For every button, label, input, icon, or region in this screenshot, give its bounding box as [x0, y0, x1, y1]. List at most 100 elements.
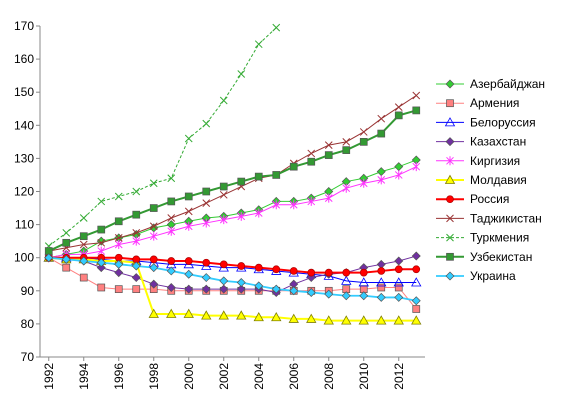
data-point: [166, 266, 176, 276]
data-point: [341, 291, 351, 301]
x-tick-label: 1994: [77, 363, 91, 390]
data-point: [184, 192, 193, 201]
data-point: [114, 259, 124, 269]
data-point: [62, 229, 71, 237]
data-point: [97, 225, 106, 234]
data-point: [324, 193, 333, 203]
data-point: [411, 251, 421, 261]
x-tick-label: 2002: [217, 363, 231, 390]
data-point: [289, 200, 298, 210]
data-point: [412, 91, 421, 100]
data-point: [201, 310, 212, 320]
data-point: [97, 283, 106, 292]
data-point: [149, 204, 158, 212]
data-point: [183, 308, 194, 318]
data-point: [412, 106, 421, 115]
data-point: [376, 277, 387, 287]
data-point: [79, 214, 88, 222]
data-point: [359, 128, 368, 136]
data-point: [201, 284, 211, 294]
data-point: [289, 267, 298, 275]
data-point: [394, 265, 403, 274]
data-point: [184, 284, 194, 294]
data-point: [324, 289, 334, 299]
data-point: [412, 305, 421, 313]
x-tick-label: 1992: [42, 363, 56, 390]
data-point: [271, 311, 282, 322]
data-point: [272, 171, 281, 179]
data-point: [96, 258, 106, 268]
data-point: [62, 263, 71, 272]
x-tick-label: 2000: [182, 363, 196, 390]
data-point: [149, 263, 159, 273]
data-point: [114, 217, 123, 226]
data-point: [237, 262, 246, 270]
legend-marker: [446, 195, 454, 204]
data-point: [131, 261, 141, 271]
data-point: [184, 257, 193, 265]
data-point: [254, 172, 263, 181]
data-point: [132, 236, 141, 246]
data-point: [394, 170, 403, 180]
data-point: [79, 232, 88, 241]
data-point: [359, 291, 369, 301]
data-point: [272, 200, 281, 210]
data-point: [288, 313, 299, 323]
data-point: [394, 111, 403, 120]
data-point: [342, 183, 351, 193]
data-point: [79, 256, 89, 266]
data-point: [254, 208, 263, 218]
y-tick-label: 80: [21, 317, 35, 331]
data-point: [376, 292, 386, 302]
data-point: [376, 167, 386, 177]
y-tick-label: 140: [14, 118, 34, 132]
data-point: [237, 177, 246, 186]
data-point: [202, 199, 211, 207]
data-point: [219, 190, 228, 199]
data-point: [358, 315, 369, 325]
data-point: [394, 256, 404, 266]
data-point: [97, 238, 106, 247]
data-point: [236, 284, 246, 294]
data-point: [341, 275, 352, 285]
x-tick-label: 2004: [252, 363, 266, 390]
y-tick-label: 160: [14, 52, 34, 66]
y-tick-label: 100: [14, 251, 34, 265]
data-point: [358, 277, 369, 287]
y-tick-label: 90: [21, 284, 35, 298]
x-tick-label: 2008: [322, 363, 336, 390]
legend-marker: [446, 214, 454, 223]
data-point: [149, 179, 158, 188]
data-point: [237, 211, 246, 221]
data-point: [219, 96, 228, 105]
y-tick-label: 170: [14, 19, 34, 33]
data-point: [184, 134, 193, 143]
data-point: [167, 197, 176, 206]
legend-marker: [446, 156, 454, 166]
data-point: [149, 231, 158, 241]
data-point: [219, 284, 229, 294]
data-point: [131, 273, 141, 283]
data-point: [359, 268, 368, 277]
data-point: [377, 267, 386, 275]
legend-marker: [446, 252, 454, 261]
data-point: [412, 162, 421, 172]
legend-label: Казахстан: [470, 135, 526, 149]
x-tick-label: 1996: [112, 363, 126, 390]
data-point: [411, 315, 422, 325]
data-point: [132, 285, 141, 293]
data-point: [377, 283, 386, 292]
series-line: [48, 256, 417, 274]
data-point: [377, 175, 386, 185]
legend-label: Белоруссия: [470, 115, 536, 129]
data-point: [272, 265, 281, 274]
data-point: [393, 277, 404, 287]
data-point: [184, 269, 194, 279]
y-tick-label: 130: [14, 151, 34, 165]
data-point: [114, 239, 123, 249]
data-point: [132, 187, 141, 196]
series-line: [48, 256, 417, 322]
y-tick-label: 70: [21, 350, 35, 364]
series-line: [48, 256, 417, 302]
